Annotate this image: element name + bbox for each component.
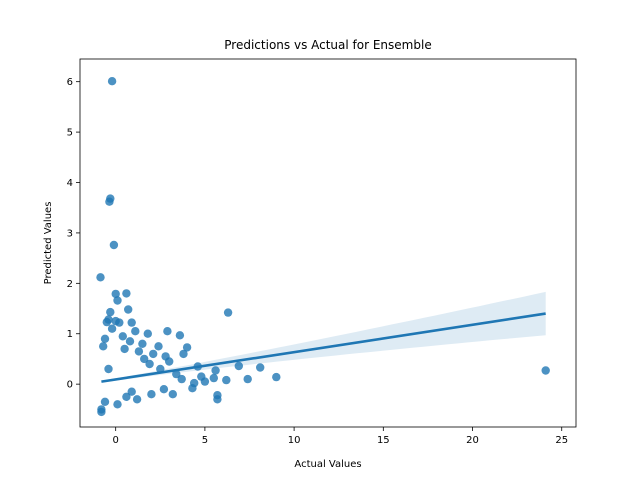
data-point bbox=[197, 372, 206, 381]
data-point bbox=[127, 318, 136, 327]
y-tick-label: 5 bbox=[67, 128, 73, 139]
y-tick-label: 4 bbox=[67, 178, 73, 189]
x-tick-label: 5 bbox=[202, 435, 208, 446]
y-tick-label: 0 bbox=[67, 380, 73, 391]
axes: 0 5 10 15 20 25 0 1 2 3 4 5 6 bbox=[67, 58, 577, 446]
x-tick-label: 20 bbox=[466, 435, 479, 446]
data-point bbox=[122, 289, 131, 298]
data-point bbox=[179, 349, 188, 359]
x-axis-label: Actual Values bbox=[294, 459, 361, 470]
data-point bbox=[115, 318, 124, 327]
data-point bbox=[272, 372, 281, 382]
data-point bbox=[96, 273, 105, 282]
data-point bbox=[143, 329, 152, 338]
data-point bbox=[113, 400, 122, 409]
data-point bbox=[100, 334, 110, 343]
y-tick-label: 3 bbox=[67, 228, 73, 239]
data-point bbox=[127, 387, 136, 396]
data-point bbox=[113, 296, 122, 305]
data-point bbox=[107, 77, 117, 86]
data-point bbox=[145, 359, 154, 369]
y-tick-label: 6 bbox=[67, 77, 73, 88]
data-point bbox=[118, 332, 128, 341]
data-point bbox=[149, 349, 158, 359]
plot-content bbox=[96, 77, 550, 417]
data-point bbox=[97, 407, 106, 417]
data-point bbox=[105, 197, 114, 206]
data-point bbox=[99, 342, 108, 351]
data-point bbox=[168, 390, 177, 399]
data-point bbox=[188, 384, 197, 393]
data-point bbox=[131, 327, 140, 336]
data-point bbox=[138, 339, 147, 348]
data-point bbox=[541, 366, 550, 375]
data-point bbox=[211, 366, 220, 375]
regression-line bbox=[101, 312, 546, 383]
data-point bbox=[209, 373, 218, 383]
data-point bbox=[125, 337, 135, 346]
data-point bbox=[175, 331, 185, 340]
data-point bbox=[147, 390, 156, 399]
x-tick-label: 10 bbox=[288, 435, 301, 446]
data-point bbox=[163, 327, 172, 336]
data-point bbox=[111, 289, 120, 299]
data-point bbox=[124, 305, 133, 314]
y-axis-label: Predicted Values bbox=[43, 202, 54, 285]
data-point bbox=[134, 347, 144, 356]
data-point bbox=[223, 308, 233, 317]
x-tick-label: 25 bbox=[555, 435, 568, 446]
data-point bbox=[213, 395, 222, 404]
data-point bbox=[159, 385, 169, 394]
data-point bbox=[172, 369, 181, 379]
x-tick-label: 15 bbox=[377, 435, 390, 446]
data-point bbox=[120, 344, 129, 354]
chart-title: Predictions vs Actual for Ensemble bbox=[224, 38, 431, 52]
data-point bbox=[182, 343, 192, 352]
data-point bbox=[132, 395, 142, 404]
data-point bbox=[104, 364, 113, 374]
data-point bbox=[109, 240, 119, 250]
data-point bbox=[100, 397, 110, 406]
data-point bbox=[234, 361, 243, 371]
data-point bbox=[122, 392, 131, 401]
data-point bbox=[107, 324, 117, 333]
y-tick-label: 1 bbox=[67, 329, 73, 340]
x-tick-label: 0 bbox=[112, 435, 118, 446]
data-point bbox=[104, 315, 113, 324]
data-point bbox=[222, 375, 231, 385]
data-point bbox=[106, 307, 115, 317]
data-point bbox=[177, 374, 186, 384]
data-point bbox=[243, 374, 252, 384]
y-tick-label: 2 bbox=[67, 279, 73, 290]
data-point bbox=[256, 363, 265, 372]
data-point bbox=[140, 354, 149, 364]
data-point bbox=[165, 357, 174, 366]
plot-area bbox=[96, 77, 550, 417]
data-point bbox=[154, 342, 163, 351]
axes-frame bbox=[79, 58, 577, 428]
